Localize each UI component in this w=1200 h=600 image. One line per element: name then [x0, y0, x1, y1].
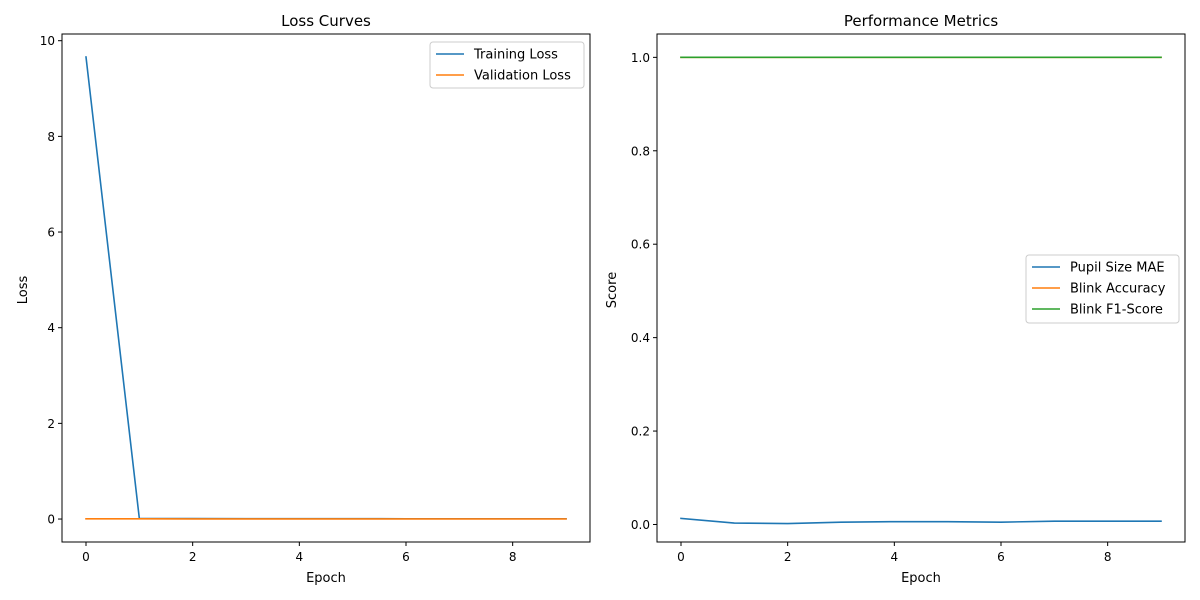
- x-tick-label: 8: [1104, 550, 1112, 564]
- y-tick-label: 0.2: [631, 425, 650, 439]
- y-tick-label: 10: [40, 34, 55, 48]
- legend-label: Blink F1-Score: [1070, 303, 1163, 318]
- y-tick-label: 2: [47, 417, 55, 431]
- performance-metrics-chart: Performance Metrics 0 2 4 6 8 0.0 0.2 0.4 0.6 0.8…: [605, 12, 1186, 586]
- x-axis-label: Epoch: [306, 571, 346, 586]
- x-tick-label: 0: [677, 550, 685, 564]
- x-axis-label: Epoch: [901, 571, 941, 586]
- x-tick-label: 2: [189, 550, 197, 564]
- axes-frame: [61, 33, 591, 543]
- legend-label: Blink Accuracy: [1070, 282, 1166, 297]
- legend-label: Validation Loss: [474, 69, 571, 84]
- x-tick-label: 0: [82, 550, 90, 564]
- x-tick-label: 4: [296, 550, 304, 564]
- legend-box: [1025, 254, 1180, 324]
- legend-label: Pupil Size MAE: [1070, 261, 1165, 276]
- y-tick-label: 6: [47, 226, 55, 240]
- y-tick-label: 0: [47, 513, 55, 527]
- x-tick-label: 2: [784, 550, 792, 564]
- x-tick-label: 6: [402, 550, 410, 564]
- legend: Training Loss Validation Loss: [429, 41, 585, 89]
- chart-title: Loss Curves: [281, 12, 371, 30]
- y-tick-label: 4: [47, 321, 55, 335]
- legend-label: Training Loss: [473, 48, 558, 63]
- y-tick-label: 1.0: [631, 51, 650, 65]
- plot-area: 0 2 4 6 8 0.0 0.2 0.4 0.6 0.8 1.0 Pupil Size MAE Bli…: [631, 33, 1186, 564]
- series-line-1: [680, 517, 1162, 525]
- x-tick-label: 4: [891, 550, 899, 564]
- y-tick-label: 0.0: [631, 518, 650, 532]
- legend-box: [429, 41, 585, 89]
- y-tick-label: 8: [47, 130, 55, 144]
- loss-curves-chart: Loss Curves 0 2 4 6 8 0 2 4 6 8 10 Training Loss Val…: [16, 12, 591, 586]
- y-tick-label: 0.8: [631, 144, 650, 158]
- plot-area: 0 2 4 6 8 0 2 4 6 8 10 Training Loss Validation Loss: [40, 33, 591, 564]
- y-tick-label: 0.6: [631, 238, 650, 252]
- chart-title: Performance Metrics: [844, 12, 998, 30]
- legend: Pupil Size MAE Blink Accuracy Blink F1-Sco…: [1025, 254, 1180, 324]
- y-axis-label: Loss: [16, 276, 31, 305]
- x-tick-label: 6: [997, 550, 1005, 564]
- axes-frame: [656, 33, 1186, 543]
- x-tick-label: 8: [509, 550, 517, 564]
- y-tick-label: 0.4: [631, 331, 650, 345]
- y-axis-label: Score: [605, 272, 620, 308]
